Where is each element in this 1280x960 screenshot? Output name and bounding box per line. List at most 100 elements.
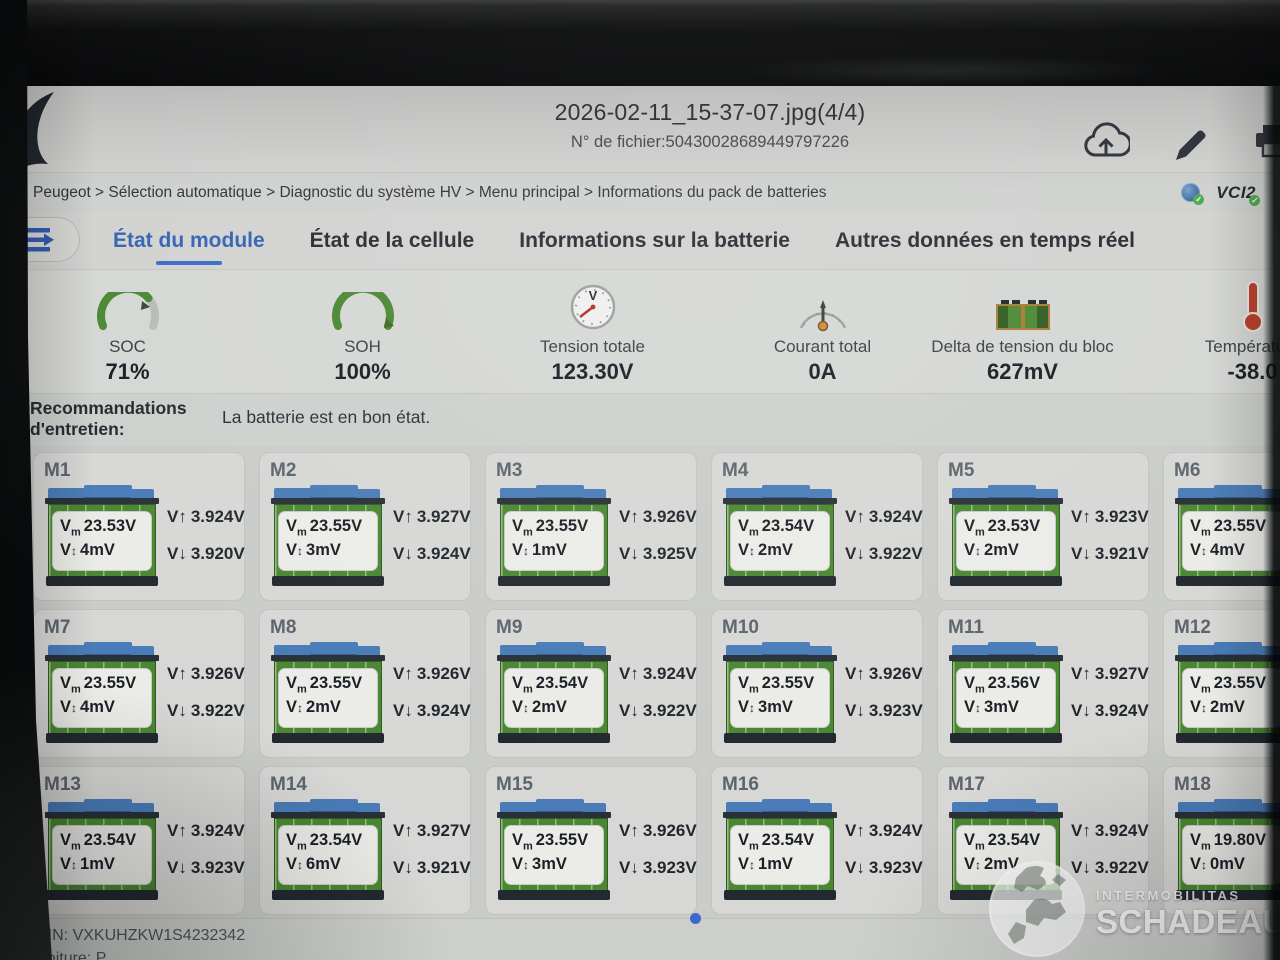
cell-min-value: 3.923V bbox=[642, 857, 697, 877]
cell-max-row: V↑ 3.924V bbox=[845, 820, 923, 840]
module-voltage-value: 23.55V bbox=[761, 674, 815, 692]
cell-min-value: 3.921V bbox=[416, 857, 471, 877]
cell-min-row: V↓ 3.920V bbox=[167, 543, 245, 563]
module-id: M9 bbox=[496, 617, 523, 638]
module-id: M12 bbox=[1174, 617, 1211, 638]
cell-max-row: V↑ 3.926V bbox=[393, 663, 471, 683]
module-readout-panel: Vm 23.55V V↕ 1mV bbox=[505, 512, 603, 570]
module-delta-value: 3mV bbox=[758, 698, 793, 716]
battery-module-icon: Vm 23.54V V↕ 1mV bbox=[722, 798, 838, 900]
cell-min-row: V↓ 3.923V bbox=[845, 857, 923, 877]
module-card[interactable]: M10 Vm 23.55V V↕ 3mV bbox=[711, 609, 923, 758]
cell-min-row: V↓ 3.923V bbox=[619, 857, 697, 877]
module-id: M14 bbox=[270, 774, 307, 795]
battery-module-icon: Vm 23.55V V↕ 4mV bbox=[44, 641, 160, 743]
module-card[interactable]: M5 Vm 23.53V V↕ 2mV bbox=[937, 452, 1149, 601]
module-delta-row: V↕ 4mV bbox=[1190, 541, 1245, 559]
edit-pencil-icon[interactable] bbox=[1172, 126, 1210, 164]
gauge-value: 71% bbox=[105, 359, 150, 384]
module-voltage-row: Vm 23.56V bbox=[964, 674, 1041, 696]
module-delta-value: 4mV bbox=[1210, 541, 1245, 559]
module-card[interactable]: M8 Vm 23.55V V↕ 2mV bbox=[259, 609, 471, 758]
module-voltage-value: 23.54V bbox=[761, 831, 815, 849]
cell-max-value: 3.924V bbox=[868, 820, 923, 840]
gauge-value: -38.0 bbox=[1227, 359, 1278, 384]
cell-min-value: 3.924V bbox=[1094, 700, 1149, 720]
module-voltage-value: 23.53V bbox=[83, 517, 137, 535]
cell-max-row: V↑ 3.926V bbox=[845, 663, 923, 683]
module-delta-value: 1mV bbox=[80, 855, 115, 873]
module-delta-value: 2mV bbox=[984, 541, 1019, 559]
module-voltage-value: 23.54V bbox=[83, 831, 137, 849]
module-card[interactable]: M1 Vm 23.53V V↕ 4mV bbox=[33, 452, 245, 601]
tab-informations-sur-la-batterie[interactable]: Informations sur la batterie bbox=[519, 228, 790, 252]
tabs: État du module État de la cellule Inform… bbox=[113, 229, 1135, 253]
svg-text:V: V bbox=[588, 288, 597, 303]
module-id: M5 bbox=[948, 460, 975, 481]
module-delta-row: V↕ 2mV bbox=[964, 855, 1019, 873]
tab-etat-de-la-cellule[interactable]: État de la cellule bbox=[309, 228, 475, 252]
battery-module-icon: Vm 23.56V V↕ 3mV bbox=[948, 641, 1064, 743]
module-id: M16 bbox=[722, 774, 759, 795]
cloud-upload-icon[interactable] bbox=[1082, 122, 1130, 162]
module-card[interactable]: M3 Vm 23.55V V↕ 1mV bbox=[485, 452, 697, 601]
cell-max-row: V↑ 3.924V bbox=[167, 820, 245, 840]
cell-min-value: 3.922V bbox=[642, 700, 697, 720]
module-card[interactable]: M7 Vm 23.55V V↕ 4mV bbox=[33, 609, 245, 758]
module-card[interactable]: M15 Vm 23.55V V↕ 3mV bbox=[485, 766, 697, 915]
module-delta-value: 2mV bbox=[306, 698, 341, 716]
module-card[interactable]: M14 Vm 23.54V V↕ 6mV bbox=[259, 766, 471, 915]
menu-arrow-icon bbox=[24, 227, 54, 251]
cell-min-value: 3.922V bbox=[190, 700, 245, 720]
cell-min-value: 3.923V bbox=[868, 700, 923, 720]
cell-max-value: 3.924V bbox=[190, 820, 245, 840]
module-delta-row: V↕ 1mV bbox=[738, 855, 793, 873]
module-card[interactable]: M4 Vm 23.54V V↕ 2mV bbox=[711, 452, 923, 601]
watermark: INTERMOBILITAS SCHADEAUTOS.NL bbox=[988, 860, 1280, 958]
module-delta-value: 2mV bbox=[1210, 698, 1245, 716]
module-delta-value: 1mV bbox=[532, 541, 567, 559]
module-voltage-row: Vm 23.55V bbox=[1190, 517, 1267, 539]
module-voltage-row: Vm 23.54V bbox=[512, 674, 589, 696]
watermark-line2: SCHADEAUTOS.NL bbox=[1096, 903, 1280, 940]
module-delta-value: 3mV bbox=[984, 698, 1019, 716]
cell-max-row: V↑ 3.924V bbox=[167, 506, 245, 526]
cell-minmax-values: V↑ 3.927V V↓ 3.924V bbox=[1071, 664, 1149, 721]
cell-minmax-values: V↑ 3.927V V↓ 3.921V bbox=[393, 821, 471, 878]
cell-min-value: 3.925V bbox=[642, 543, 697, 563]
module-readout-panel: Vm 23.54V V↕ 6mV bbox=[279, 826, 377, 884]
module-delta-row: V↕ 0mV bbox=[1190, 855, 1245, 873]
battery-summary-gauges: SOC 71% SOH 100% V bbox=[0, 269, 1280, 393]
module-card[interactable]: M9 Vm 23.54V V↕ 2mV bbox=[485, 609, 697, 758]
module-readout-panel: Vm 23.56V V↕ 3mV bbox=[957, 669, 1055, 727]
module-delta-value: 3mV bbox=[532, 855, 567, 873]
module-delta-value: 4mV bbox=[80, 698, 115, 716]
maintenance-recommendation: Recommandations d'entretien: La batterie… bbox=[0, 393, 1280, 446]
module-voltage-value: 19.80V bbox=[1213, 831, 1267, 849]
thermometer-icon bbox=[1145, 280, 1280, 332]
battery-module-icon: Vm 23.53V V↕ 2mV bbox=[948, 484, 1064, 586]
module-card[interactable]: M16 Vm 23.54V V↕ 1mV bbox=[711, 766, 923, 915]
tab-autres-donnees[interactable]: Autres données en temps réel bbox=[834, 228, 1135, 252]
gauge-delta-tension-bloc: Delta de tension du bloc 627mV bbox=[915, 280, 1130, 385]
cell-max-row: V↑ 3.926V bbox=[619, 506, 697, 526]
gauge-value: 100% bbox=[334, 359, 391, 384]
module-card[interactable]: M2 Vm 23.55V V↕ 3mV bbox=[259, 452, 471, 601]
tab-etat-du-module[interactable]: État du module bbox=[113, 228, 265, 252]
cell-min-value: 3.922V bbox=[1094, 857, 1149, 877]
module-voltage-row: Vm 23.54V bbox=[60, 831, 137, 853]
module-card[interactable]: M11 Vm 23.56V V↕ 3mV bbox=[937, 609, 1149, 758]
module-voltage-row: Vm 23.54V bbox=[738, 831, 815, 853]
module-card[interactable]: M13 Vm 23.54V V↕ 1mV bbox=[33, 766, 245, 915]
cell-min-value: 3.920V bbox=[190, 543, 245, 563]
module-readout-panel: Vm 23.55V V↕ 3mV bbox=[279, 512, 377, 570]
vin-label: VIN: VXKUHZKW1S4232342 bbox=[37, 927, 246, 944]
cell-max-row: V↑ 3.924V bbox=[619, 663, 697, 683]
cell-minmax-values: V↑ 3.926V V↓ 3.924V bbox=[393, 664, 471, 721]
image-viewer-titlebar: 2026-02-11_15-37-07.jpg(4/4) N° de fichi… bbox=[0, 85, 1280, 180]
cell-min-row: V↓ 3.924V bbox=[393, 543, 471, 563]
module-voltage-value: 23.55V bbox=[535, 831, 589, 849]
module-voltage-value: 23.55V bbox=[83, 674, 137, 692]
module-voltage-row: Vm 23.55V bbox=[512, 831, 589, 853]
